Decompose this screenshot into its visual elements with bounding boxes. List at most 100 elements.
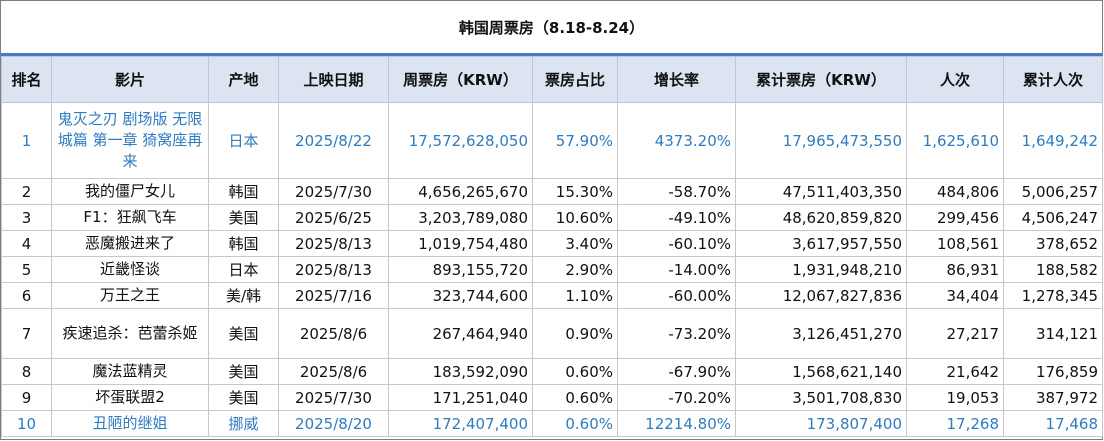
cell-rank: 7 [1, 308, 52, 359]
cell-weekly: 172,407,400 [388, 410, 533, 437]
cell-share: 1.10% [532, 282, 618, 309]
cell-total: 47,511,403,350 [735, 178, 907, 205]
cell-date: 2025/7/30 [278, 384, 389, 411]
cell-rank: 8 [1, 358, 52, 385]
cell-growth: -70.20% [617, 384, 736, 411]
cell-total: 1,931,948,210 [735, 256, 907, 283]
cell-admissions: 34,404 [906, 282, 1004, 309]
col-header-share: 票房占比 [532, 56, 618, 103]
cell-total-admissions: 1,649,242 [1003, 102, 1103, 179]
cell-film: 恶魔搬进来了 [51, 230, 209, 257]
table-row: 9 坏蛋联盟2 美国 2025/7/30 171,251,040 0.60% -… [1, 384, 1103, 411]
cell-total: 3,126,451,270 [735, 308, 907, 359]
table-row: 10 丑陋的继姐 挪威 2025/8/20 172,407,400 0.60% … [1, 410, 1103, 437]
cell-share: 15.30% [532, 178, 618, 205]
col-header-total: 累计票房（KRW） [735, 56, 907, 103]
cell-share: 10.60% [532, 204, 618, 231]
cell-date: 2025/6/25 [278, 204, 389, 231]
cell-origin: 美国 [208, 204, 279, 231]
cell-total: 17,965,473,550 [735, 102, 907, 179]
col-header-total-admissions: 累计人次 [1003, 56, 1103, 103]
cell-film: 魔法蓝精灵 [51, 358, 209, 385]
cell-origin: 美国 [208, 384, 279, 411]
col-header-weekly: 周票房（KRW） [388, 56, 533, 103]
cell-total: 48,620,859,820 [735, 204, 907, 231]
cell-origin: 美/韩 [208, 282, 279, 309]
table-row: 6 万王之王 美/韩 2025/7/16 323,744,600 1.10% -… [1, 282, 1103, 309]
cell-origin: 日本 [208, 102, 279, 179]
cell-total-admissions: 387,972 [1003, 384, 1103, 411]
col-header-admissions: 人次 [906, 56, 1004, 103]
table-row: 4 恶魔搬进来了 韩国 2025/8/13 1,019,754,480 3.40… [1, 230, 1103, 257]
cell-total: 3,501,708,830 [735, 384, 907, 411]
cell-origin: 美国 [208, 308, 279, 359]
cell-admissions: 86,931 [906, 256, 1004, 283]
header-row: 排名 影片 产地 上映日期 周票房（KRW） 票房占比 增长率 累计票房（KRW… [1, 56, 1103, 103]
cell-total: 12,067,827,836 [735, 282, 907, 309]
cell-date: 2025/8/6 [278, 358, 389, 385]
cell-admissions: 17,268 [906, 410, 1004, 437]
col-header-growth: 增长率 [617, 56, 736, 103]
cell-growth: -67.90% [617, 358, 736, 385]
table-row: 3 F1：狂飙飞车 美国 2025/6/25 3,203,789,080 10.… [1, 204, 1103, 231]
cell-weekly: 267,464,940 [388, 308, 533, 359]
cell-total-admissions: 314,121 [1003, 308, 1103, 359]
cell-share: 3.40% [532, 230, 618, 257]
cell-origin: 挪威 [208, 410, 279, 437]
cell-share: 0.60% [532, 358, 618, 385]
cell-film: 丑陋的继姐 [51, 410, 209, 437]
cell-growth: -49.10% [617, 204, 736, 231]
cell-origin: 韩国 [208, 230, 279, 257]
cell-total-admissions: 1,278,345 [1003, 282, 1103, 309]
cell-total: 173,807,400 [735, 410, 907, 437]
cell-admissions: 21,642 [906, 358, 1004, 385]
cell-date: 2025/8/13 [278, 256, 389, 283]
cell-film: 坏蛋联盟2 [51, 384, 209, 411]
cell-rank: 5 [1, 256, 52, 283]
cell-rank: 2 [1, 178, 52, 205]
cell-growth: 4373.20% [617, 102, 736, 179]
cell-growth: -14.00% [617, 256, 736, 283]
table-title: 韩国周票房（8.18-8.24） [1, 1, 1102, 56]
cell-origin: 韩国 [208, 178, 279, 205]
cell-total-admissions: 4,506,247 [1003, 204, 1103, 231]
cell-weekly: 171,251,040 [388, 384, 533, 411]
cell-total: 1,568,621,140 [735, 358, 907, 385]
cell-total: 3,617,957,550 [735, 230, 907, 257]
cell-total-admissions: 5,006,257 [1003, 178, 1103, 205]
cell-growth: 12214.80% [617, 410, 736, 437]
cell-share: 0.60% [532, 410, 618, 437]
cell-rank: 1 [1, 102, 52, 179]
cell-rank: 4 [1, 230, 52, 257]
cell-film: 万王之王 [51, 282, 209, 309]
cell-rank: 6 [1, 282, 52, 309]
cell-film: 近畿怪谈 [51, 256, 209, 283]
cell-date: 2025/8/13 [278, 230, 389, 257]
col-header-rank: 排名 [1, 56, 52, 103]
col-header-film: 影片 [51, 56, 209, 103]
table-row: 1 鬼灭之刃 剧场版 无限城篇 第一章 猗窝座再来 日本 2025/8/22 1… [1, 102, 1103, 179]
cell-film: F1：狂飙飞车 [51, 204, 209, 231]
cell-film: 鬼灭之刃 剧场版 无限城篇 第一章 猗窝座再来 [51, 102, 209, 179]
cell-weekly: 17,572,628,050 [388, 102, 533, 179]
cell-origin: 日本 [208, 256, 279, 283]
cell-admissions: 484,806 [906, 178, 1004, 205]
box-office-table: 排名 影片 产地 上映日期 周票房（KRW） 票房占比 增长率 累计票房（KRW… [1, 56, 1103, 437]
cell-weekly: 183,592,090 [388, 358, 533, 385]
cell-share: 2.90% [532, 256, 618, 283]
cell-growth: -60.10% [617, 230, 736, 257]
cell-origin: 美国 [208, 358, 279, 385]
cell-total-admissions: 17,468 [1003, 410, 1103, 437]
cell-total-admissions: 176,859 [1003, 358, 1103, 385]
cell-total-admissions: 378,652 [1003, 230, 1103, 257]
cell-growth: -60.00% [617, 282, 736, 309]
cell-share: 57.90% [532, 102, 618, 179]
cell-growth: -58.70% [617, 178, 736, 205]
table-row: 5 近畿怪谈 日本 2025/8/13 893,155,720 2.90% -1… [1, 256, 1103, 283]
cell-weekly: 4,656,265,670 [388, 178, 533, 205]
cell-weekly: 893,155,720 [388, 256, 533, 283]
cell-rank: 3 [1, 204, 52, 231]
cell-date: 2025/8/6 [278, 308, 389, 359]
cell-admissions: 108,561 [906, 230, 1004, 257]
